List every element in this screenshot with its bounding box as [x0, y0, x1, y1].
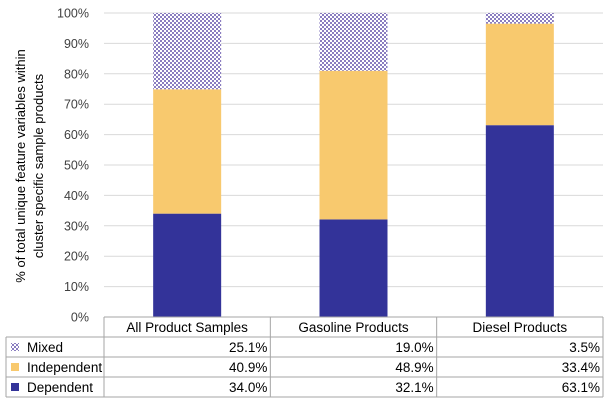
data-label: 34.0% [229, 380, 267, 395]
bar-dependent-2 [485, 125, 554, 318]
data-label: 48.9% [395, 360, 433, 375]
bar-independent-2 [485, 23, 554, 126]
legend-key-independent [11, 363, 19, 371]
bar-mixed-0 [153, 13, 222, 90]
bars [153, 13, 554, 318]
y-tick-label: 40% [64, 189, 89, 203]
data-label: 40.9% [229, 360, 267, 375]
legend-label-mixed: Mixed [27, 340, 63, 355]
y-tick-label: 80% [64, 67, 89, 81]
y-tick-label: 90% [64, 37, 89, 51]
y-tick-label: 100% [57, 7, 89, 21]
data-table: All Product Samples Gasoline Products Dies… [5, 316, 604, 398]
category-label: Diesel Products [473, 320, 568, 335]
y-axis-title: % of total unique feature variables with… [13, 49, 46, 282]
y-tick-label: 30% [64, 219, 89, 233]
data-label: 63.1% [562, 380, 600, 395]
data-label: 19.0% [395, 340, 433, 355]
category-label: Gasoline Products [298, 320, 409, 335]
y-tick-label: 60% [64, 128, 89, 142]
data-label: 3.5% [569, 340, 600, 355]
legend-key-mixed [11, 343, 19, 351]
legend-key-dependent [11, 383, 19, 391]
bar-mixed-2 [485, 13, 554, 24]
bar-dependent-0 [153, 213, 222, 317]
y-tick-label: 20% [64, 250, 89, 264]
legend-label-dependent: Dependent [27, 380, 93, 395]
data-label: 25.1% [229, 340, 267, 355]
category-label: All Product Samples [126, 320, 248, 335]
y-axis-title-line-2: cluster specific sample products [31, 73, 46, 258]
data-label: 33.4% [562, 360, 600, 375]
bar-independent-1 [319, 70, 388, 220]
y-tick-label: 50% [64, 159, 89, 173]
y-axis-ticks: 0% 10% 20% 30% 40% 50% 60% 70% 80% 90% 100% [57, 7, 89, 325]
y-tick-label: 10% [64, 280, 89, 294]
y-axis-title-line-1: % of total unique feature variables with… [13, 49, 28, 282]
y-tick-label: 0% [71, 311, 89, 325]
bar-dependent-1 [319, 219, 388, 317]
bar-mixed-1 [319, 13, 388, 71]
data-label: 32.1% [395, 380, 433, 395]
y-tick-label: 70% [64, 98, 89, 112]
legend-label-independent: Independent [27, 360, 102, 375]
bar-independent-0 [153, 89, 222, 214]
